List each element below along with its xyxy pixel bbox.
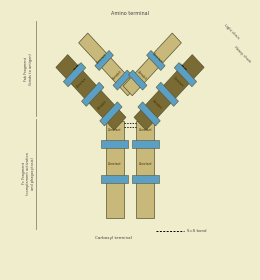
Text: Constant: Constant: [152, 52, 164, 65]
Text: Fab Fragment
(binds to antigen): Fab Fragment (binds to antigen): [24, 53, 33, 85]
Bar: [132, 175, 159, 183]
Bar: [132, 140, 159, 148]
Bar: [56, 55, 126, 130]
Bar: [100, 102, 122, 126]
Bar: [138, 102, 160, 126]
Text: Constant: Constant: [139, 128, 152, 132]
Text: Constant: Constant: [172, 76, 184, 89]
Bar: [101, 175, 128, 183]
Text: Variable: Variable: [97, 99, 108, 111]
Text: Light chain: Light chain: [223, 24, 240, 40]
Text: Constant: Constant: [96, 52, 108, 65]
Bar: [147, 50, 165, 71]
Bar: [134, 55, 204, 130]
Text: Amino terminal: Amino terminal: [111, 11, 149, 16]
Text: Constant: Constant: [76, 76, 88, 89]
Text: Carboxyl terminal: Carboxyl terminal: [95, 236, 132, 240]
Bar: [101, 140, 128, 148]
Text: S=S bond: S=S bond: [187, 230, 206, 234]
Text: Constant: Constant: [108, 128, 121, 132]
Text: Constant: Constant: [108, 162, 121, 165]
Text: Variable: Variable: [112, 69, 124, 81]
Bar: [79, 33, 137, 96]
Text: Heavy chain: Heavy chain: [233, 45, 251, 63]
Text: Constant: Constant: [139, 162, 152, 165]
Bar: [174, 63, 197, 87]
Bar: [63, 63, 86, 87]
Text: Variable: Variable: [136, 69, 148, 81]
Bar: [123, 33, 181, 96]
Text: Variable: Variable: [152, 99, 163, 111]
Bar: [113, 70, 132, 90]
Bar: [95, 50, 113, 71]
Bar: [82, 82, 104, 106]
Bar: [106, 121, 123, 218]
Bar: [136, 121, 154, 218]
Text: Fc Fragment
(complement activation
and phagocytosis): Fc Fragment (complement activation and p…: [22, 152, 35, 195]
Bar: [156, 82, 178, 106]
Bar: [128, 70, 147, 90]
